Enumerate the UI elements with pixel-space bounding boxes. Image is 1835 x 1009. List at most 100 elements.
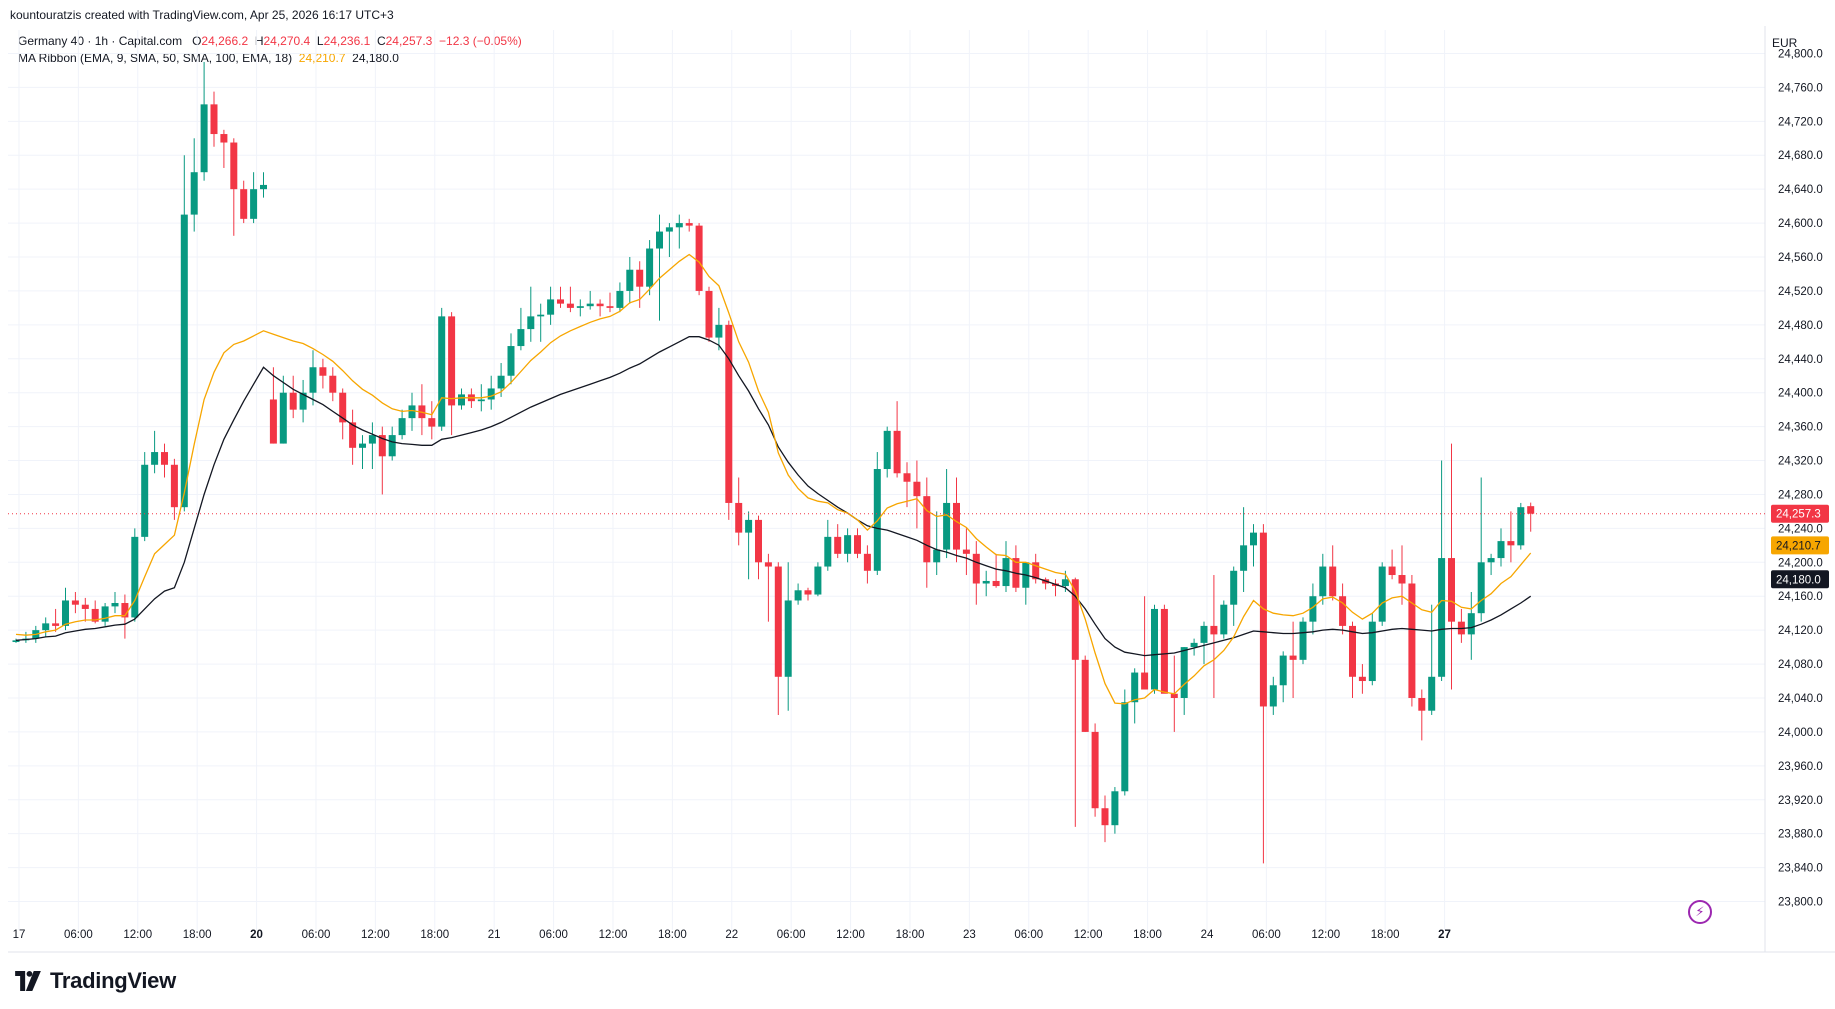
x-tick-label: 12:00 — [1074, 929, 1103, 941]
candle — [1230, 566, 1238, 626]
candle-body — [834, 536, 842, 554]
candle-body — [1448, 558, 1455, 622]
candle — [863, 545, 871, 584]
candle-body — [388, 435, 396, 457]
candle — [844, 528, 852, 563]
grid-lines — [8, 30, 1765, 930]
candle — [1200, 621, 1208, 665]
candle — [1081, 655, 1089, 732]
candle — [834, 524, 842, 559]
y-tick-label: 24,200.0 — [1778, 557, 1823, 569]
candle — [1012, 545, 1020, 592]
candle-body — [458, 394, 465, 406]
candle — [893, 401, 901, 478]
candle — [279, 375, 287, 444]
candle — [250, 172, 258, 224]
tradingview-brand[interactable]: TradingView — [12, 968, 176, 994]
indicator-label[interactable]: MA Ribbon (EMA, 9, SMA, 50, SMA, 100, EM… — [18, 51, 293, 65]
ohlc-row[interactable]: Germany 40 · 1h · Capital.com O24,266.2 … — [18, 33, 522, 50]
candle — [1507, 511, 1515, 563]
candle — [1032, 553, 1040, 584]
currency-label[interactable]: EUR — [1772, 36, 1798, 50]
candle — [1289, 621, 1297, 698]
moving-average-lines — [15, 253, 1532, 705]
price-tag-text: 24,257.3 — [1776, 509, 1821, 521]
candle — [764, 553, 772, 622]
candle-body — [1497, 541, 1505, 559]
price-tag-bg — [1771, 504, 1829, 523]
candle — [1457, 608, 1465, 643]
candle-body — [656, 231, 663, 249]
candle — [814, 562, 822, 597]
candle — [458, 388, 465, 410]
y-tick-label: 23,880.0 — [1778, 829, 1823, 841]
candle-body — [161, 452, 168, 465]
candle-body — [705, 290, 713, 338]
candle-body — [794, 590, 802, 601]
candle-body — [804, 590, 812, 595]
x-tick-label: 18:00 — [896, 929, 925, 941]
time-axis: 17 06:00 12:00 18:00 20 06:00 12:00 18:00 21 06:0… — [13, 929, 1451, 941]
candle-body — [982, 580, 990, 584]
candle-body — [1477, 562, 1485, 614]
candle — [1358, 664, 1366, 694]
candle — [1339, 583, 1347, 635]
candle — [418, 384, 426, 436]
candle-body — [596, 303, 604, 307]
candle — [1299, 617, 1307, 665]
x-tick-label: 06:00 — [777, 929, 806, 941]
candle — [339, 388, 347, 440]
y-tick-label: 24,360.0 — [1778, 422, 1823, 434]
candle-body — [279, 392, 287, 444]
candle — [606, 292, 614, 313]
candle — [794, 583, 802, 605]
candle — [210, 91, 218, 147]
candle-body — [547, 299, 555, 315]
candle-body — [141, 464, 149, 537]
x-tick-label: 06:00 — [539, 929, 568, 941]
symbol-label[interactable]: Germany 40 · 1h · Capital.com — [18, 34, 183, 48]
candle — [953, 477, 960, 563]
candle — [636, 261, 644, 308]
candle — [596, 299, 604, 317]
candle — [715, 307, 723, 351]
y-tick-label: 23,840.0 — [1778, 863, 1823, 875]
candle-body — [497, 375, 505, 389]
y-tick-label: 24,520.0 — [1778, 286, 1823, 298]
lightning-alert-icon[interactable]: ⚡ — [1688, 900, 1712, 924]
candle-body — [1408, 583, 1416, 698]
candle-body — [1111, 791, 1119, 826]
candle-body — [953, 502, 960, 550]
candle-body — [933, 549, 941, 563]
candle-body — [91, 608, 99, 622]
candle — [774, 562, 782, 715]
candle — [972, 541, 980, 605]
candle — [240, 180, 248, 224]
candle-body — [52, 623, 60, 626]
candle-body — [557, 299, 564, 304]
candle-body — [517, 329, 525, 347]
candle — [1517, 502, 1525, 550]
x-tick-label: 27 — [1438, 929, 1451, 941]
candle — [527, 286, 535, 342]
candle — [269, 367, 277, 444]
candle — [873, 452, 881, 576]
candle — [1101, 795, 1109, 843]
tradingview-logo-icon — [15, 971, 41, 991]
y-tick-label: 24,040.0 — [1778, 693, 1823, 705]
x-tick-label: 06:00 — [1014, 929, 1043, 941]
candle-body — [1081, 659, 1089, 732]
candle — [428, 401, 436, 440]
candle — [1141, 596, 1149, 690]
candle — [943, 469, 951, 559]
price-tag-text: 24,210.7 — [1776, 540, 1821, 552]
candle — [12, 638, 20, 643]
candle-body — [1240, 545, 1248, 571]
candle — [586, 290, 594, 310]
candle-body — [131, 536, 139, 618]
price-axis-tag: 24,210.7 — [1771, 536, 1829, 555]
candle — [1210, 575, 1218, 698]
price-tag-bg — [1771, 536, 1829, 555]
candle-body — [1289, 655, 1297, 660]
